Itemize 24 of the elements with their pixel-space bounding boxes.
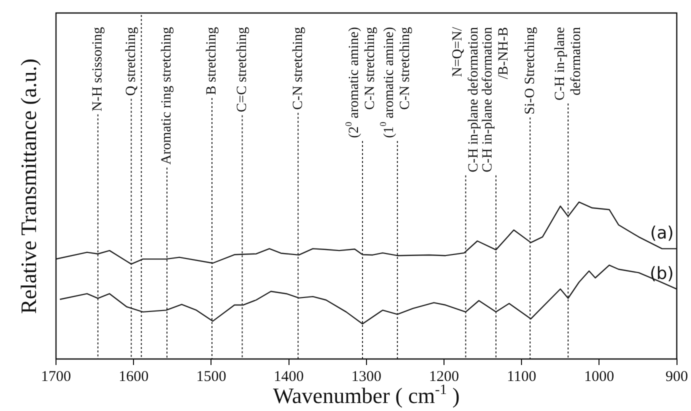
x-tick-label: 1700 (41, 368, 71, 385)
x-tick-label: 1200 (428, 368, 459, 385)
ref-line-label: Si-O Stretching (522, 26, 538, 114)
ref-line-label: N-H scissoring (90, 26, 106, 112)
series-label: (a) (650, 224, 674, 244)
ref-line-label: C-H in-plane deformation /B-NH-B (480, 26, 512, 172)
ref-line-label: C-H in-plane deformation (552, 26, 584, 100)
ref-line-label: (20 aromatic amine) C-N stretching (343, 26, 378, 138)
x-tick-label: 1500 (196, 368, 226, 385)
x-tick-label: 1300 (351, 368, 382, 385)
ref-line-label: B stretching (204, 27, 220, 96)
ref-line-label: (10 aromatic amine) C-N stretching (378, 26, 414, 138)
y-axis-title: Relative Transmittance (a.u.) (16, 58, 41, 314)
ref-line-label: Aromatic ring stretching (160, 26, 175, 165)
x-tick-label: 1600 (118, 368, 149, 385)
ref-line-label: Q stretching (124, 26, 139, 96)
x-tick-label: 1400 (274, 368, 304, 385)
x-tick-label: 1000 (584, 368, 614, 385)
x-tick-label: 900 (666, 368, 688, 385)
x-tick-label: 1100 (506, 368, 536, 385)
ref-line-label: C-N stretching (290, 26, 306, 110)
ref-line-label: N=Q=N/ C-H in-plane deformation (450, 26, 482, 172)
ref-line-label: C=C stretching (234, 26, 250, 112)
series-label: (b) (650, 264, 674, 284)
